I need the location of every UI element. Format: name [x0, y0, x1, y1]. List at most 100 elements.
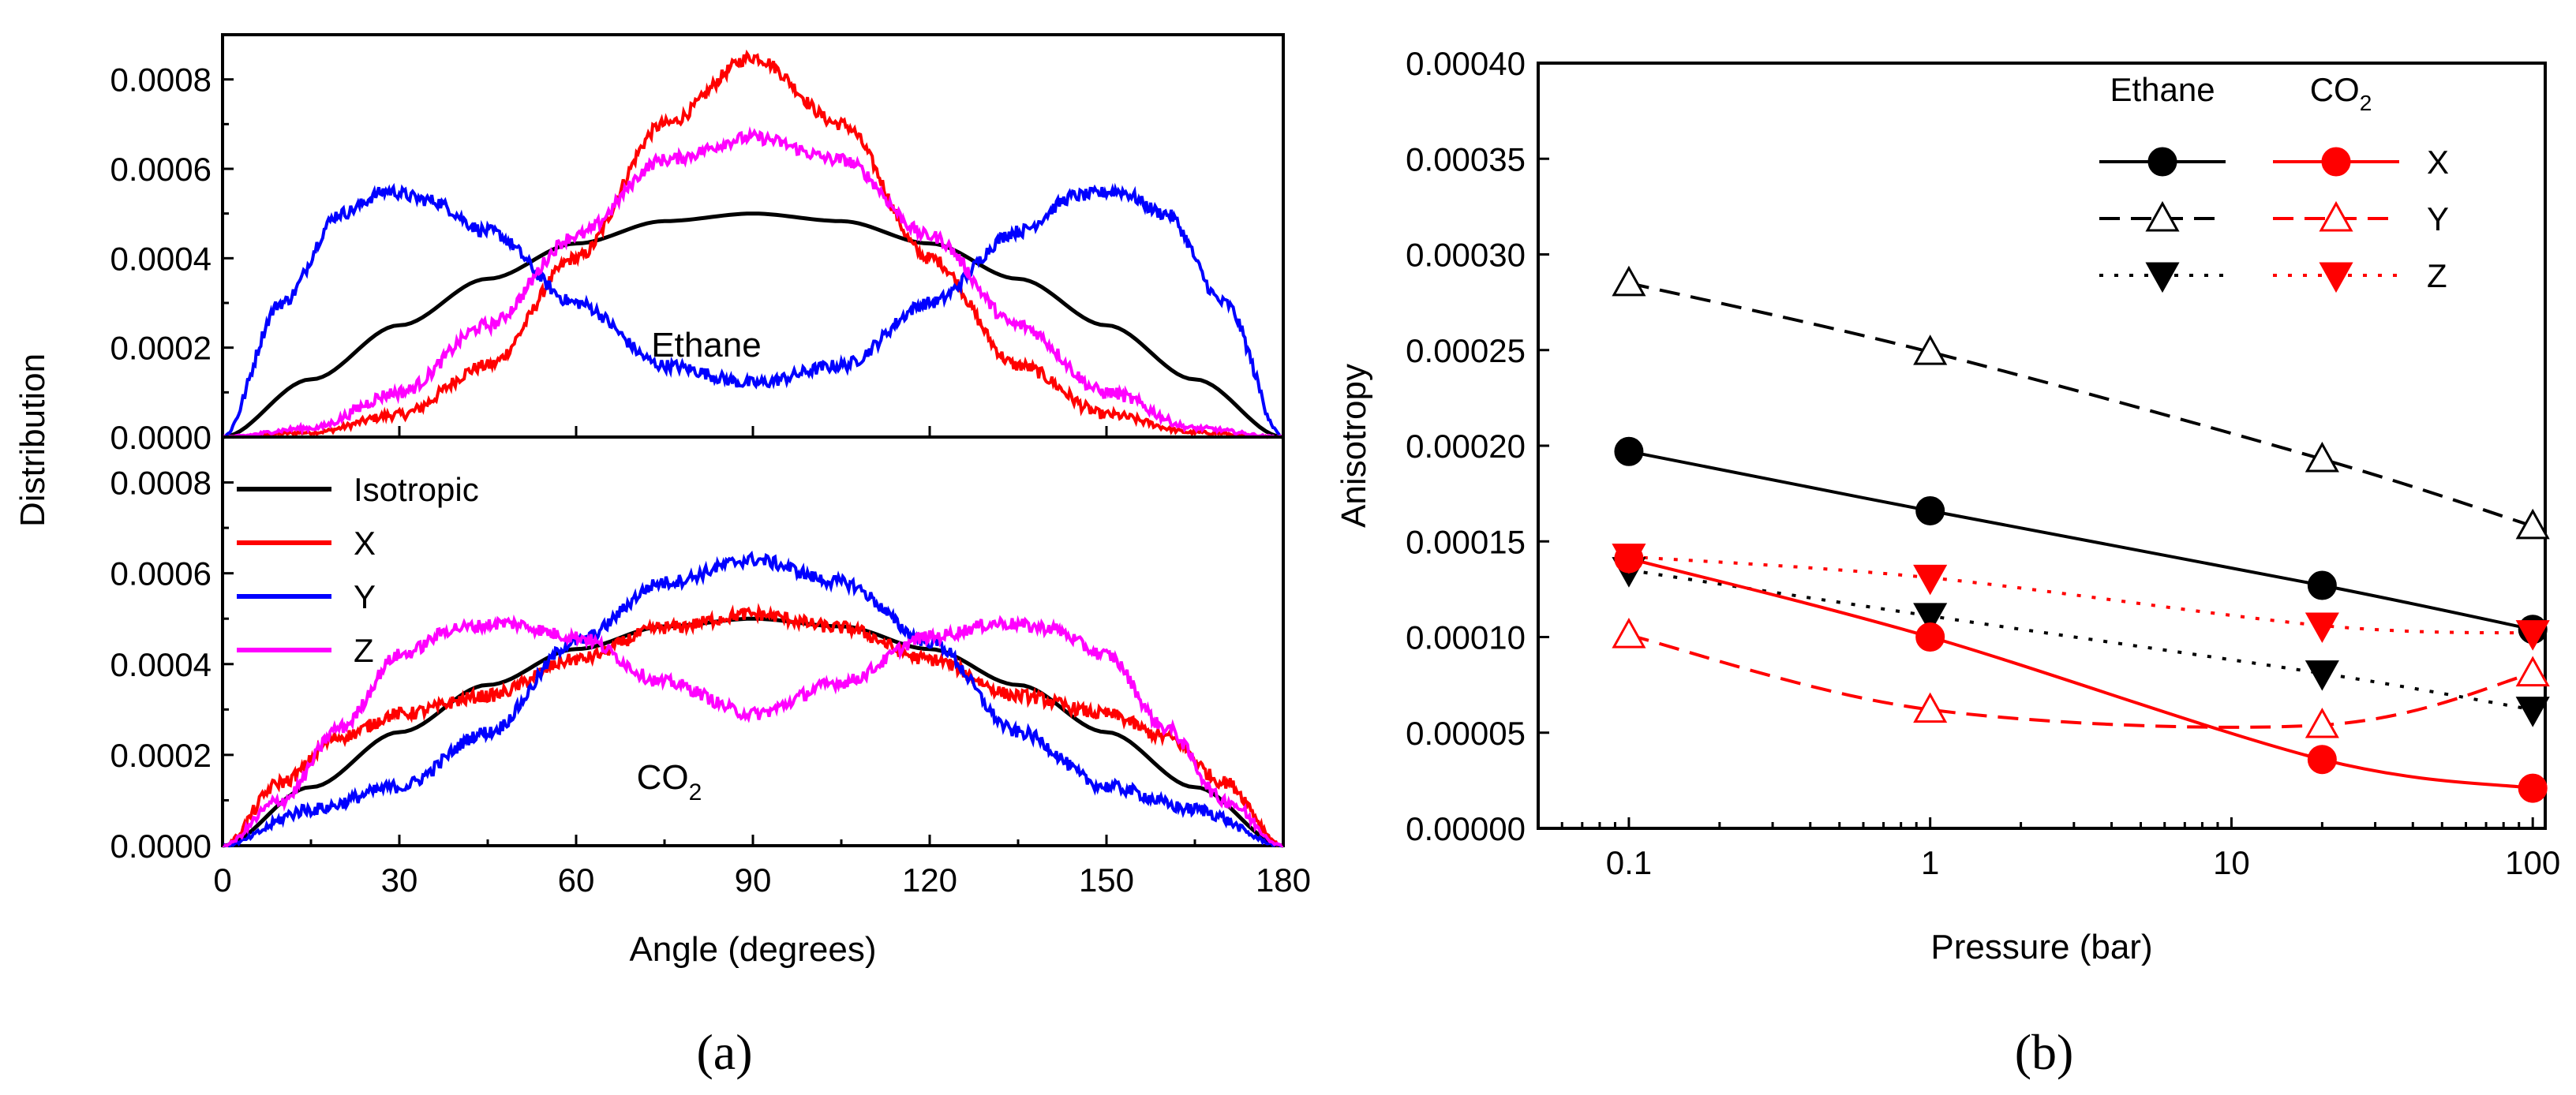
y-tick-label: 0.00015	[1406, 523, 1526, 560]
panel-a-legend: Isotropic XYZ	[237, 471, 479, 669]
point-co2-y	[2305, 707, 2339, 738]
x-tick-label: 0.1	[1606, 844, 1652, 881]
x-tick-label: 10	[2213, 844, 2250, 881]
legend-row-label-x: X	[2427, 144, 2449, 181]
y-tick-label: 0.0008	[110, 465, 212, 502]
legend-marker-co2-z	[2319, 262, 2353, 293]
point-co2-y	[1612, 618, 1646, 648]
point-ethane-y	[1913, 334, 1948, 365]
series-line-ethane-x	[1628, 450, 2533, 631]
caption-b: (b)	[2015, 1024, 2074, 1080]
distribution-y-axis-title: Distribution	[13, 353, 52, 527]
point-co2-x	[1915, 622, 1945, 652]
y-tick-label: 0.0008	[110, 62, 212, 99]
y-tick-label: 0.00010	[1406, 619, 1526, 656]
point-ethane-z	[2515, 697, 2550, 727]
y-tick-label: 0.00025	[1406, 332, 1526, 369]
pressure-x-axis-title: Pressure (bar)	[1930, 928, 2152, 966]
series-line-y	[223, 182, 1284, 439]
ethane-label: Ethane	[651, 326, 761, 364]
anisotropy-y-ticks: 0.00000 0.00005 0.00010 0.00015 0.00020 0.000…	[1406, 45, 1549, 847]
series-line-isotropic	[222, 616, 1284, 848]
legend-marker-ethane-y	[2145, 200, 2180, 232]
x-tick-label: 100	[2505, 844, 2560, 881]
co2-label: CO2	[637, 758, 702, 805]
legend-row-label-z: Z	[2427, 257, 2447, 294]
x-tick-label: 30	[381, 861, 418, 899]
anisotropy-series	[1612, 265, 2550, 803]
pressure-x-ticks: 0.1 1 10 100	[1537, 817, 2560, 881]
y-tick-label: 0.0002	[110, 330, 212, 367]
y-tick-label: 0.0004	[110, 240, 212, 277]
caption-a: (a)	[696, 1024, 752, 1080]
point-ethane-x	[2307, 570, 2337, 600]
anisotropy-plot-frame	[1537, 62, 2547, 830]
legend-label-isotropic: Isotropic	[354, 471, 479, 508]
y-tick-label: 0.0004	[110, 646, 212, 683]
legend-row-label-y: Y	[2427, 200, 2449, 237]
y-tick-label: 0.00005	[1406, 715, 1526, 752]
point-ethane-y	[2515, 508, 2550, 540]
y-tick-label: 0.00000	[1406, 810, 1526, 847]
point-ethane-x	[1614, 436, 1644, 466]
point-co2-x	[2518, 773, 2548, 803]
angle-x-ticks: 0 30 60 90 120 150 180	[213, 426, 1311, 899]
y-tick-label: 0.00040	[1406, 45, 1526, 82]
point-ethane-y	[1612, 265, 1646, 297]
panel-b: 0.00000 0.00005 0.00010 0.00015 0.00020 0.000…	[1335, 45, 2560, 1080]
series-line-x	[222, 49, 1283, 439]
y-tick-label: 0.0006	[110, 151, 212, 188]
legend-marker-co2-x	[2321, 147, 2351, 177]
legend-header-ethane: Ethane	[2110, 71, 2215, 108]
anisotropy-y-axis-title: Anisotropy	[1335, 364, 1373, 528]
point-ethane-y	[2305, 441, 2339, 473]
legend-label-x: X	[354, 525, 376, 562]
panel-b-legend: Ethane CO2 XYZ	[2099, 71, 2449, 294]
x-tick-label: 90	[735, 861, 772, 899]
y-tick-label: 0.00020	[1406, 428, 1526, 465]
legend-marker-co2-y	[2319, 200, 2353, 232]
series-line-ethane-y	[1628, 281, 2533, 528]
x-tick-label: 120	[902, 861, 957, 899]
x-tick-label: 0	[213, 861, 231, 899]
series-line-z	[221, 125, 1283, 439]
series-line-co2-z	[1628, 555, 2533, 635]
legend-header-co2: CO2	[2310, 71, 2372, 115]
series-line-ethane-z	[1628, 568, 2533, 712]
point-co2-y	[2515, 656, 2550, 687]
point-co2-x	[2307, 745, 2337, 775]
point-co2-y	[1913, 692, 1948, 723]
angle-x-axis-title: Angle (degrees)	[629, 930, 876, 969]
co2-series	[221, 550, 1284, 848]
point-co2-z	[1612, 544, 1646, 574]
x-tick-label: 1	[1921, 844, 1939, 881]
point-ethane-z	[2305, 660, 2339, 691]
point-ethane-x	[1915, 495, 1945, 525]
series-line-co2-x	[1628, 557, 2533, 790]
y-tick-label: 0.0000	[110, 828, 212, 865]
series-line-z	[222, 614, 1283, 848]
y-tick-label: 0.00030	[1406, 237, 1526, 274]
point-co2-z	[1913, 564, 1948, 596]
point-ethane-z	[1913, 603, 1948, 633]
y-tick-label: 0.0000	[110, 419, 212, 456]
ethane-y-ticks: 0.0000 0.0002 0.0004 0.0006 0.0008	[110, 62, 234, 456]
series-line-isotropic	[222, 211, 1284, 439]
point-co2-z	[2305, 612, 2339, 644]
series-line-x	[222, 603, 1283, 847]
series-line-y	[221, 550, 1283, 848]
legend-marker-ethane-x	[2147, 147, 2177, 177]
x-tick-label: 180	[1256, 861, 1311, 899]
ethane-series	[221, 49, 1284, 439]
ethane-plot-frame	[221, 33, 1285, 439]
point-co2-z	[2515, 620, 2550, 651]
y-tick-label: 0.0002	[110, 737, 212, 774]
co2-y-ticks: 0.0000 0.0002 0.0004 0.0006 0.0008	[110, 465, 234, 865]
y-tick-label: 0.00035	[1406, 140, 1526, 178]
ethane-subplot: 0.0000 0.0002 0.0004 0.0006 0.0008 Ethane	[110, 33, 1285, 456]
legend-label-y: Y	[354, 578, 376, 615]
legend-marker-ethane-z	[2145, 262, 2180, 293]
y-tick-label: 0.0006	[110, 555, 212, 592]
series-line-co2-y	[1628, 633, 2533, 729]
